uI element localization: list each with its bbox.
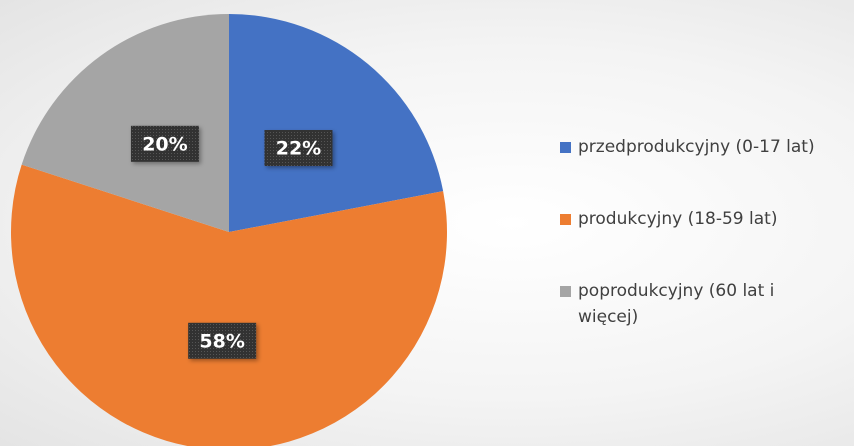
legend-label: produkcyjny (18-59 lat) — [578, 209, 778, 229]
data-labels: 22% 58% 20% — [130, 125, 333, 359]
legend-item: przedprodukcyjny (0-17 lat) — [560, 134, 840, 160]
legend-swatch — [560, 214, 571, 225]
data-label: 22% — [276, 138, 321, 160]
legend-item: produkcyjny (18-59 lat) — [560, 206, 840, 232]
legend-swatch — [560, 142, 571, 153]
data-label: 20% — [142, 133, 187, 155]
data-label: 58% — [199, 330, 244, 352]
pie-slice — [21, 14, 230, 232]
data-label-box — [264, 130, 333, 167]
data-label-box — [130, 125, 199, 162]
legend: przedprodukcyjny (0-17 lat) produkcyjny (… — [560, 134, 840, 376]
legend-swatch — [560, 286, 571, 297]
pie-slice — [229, 14, 444, 232]
pie — [11, 14, 447, 446]
legend-label: poprodukcyjny (60 lat i więcej) — [578, 281, 775, 327]
data-label-box — [188, 322, 257, 359]
legend-item: poprodukcyjny (60 lat i więcej) — [560, 278, 840, 330]
pie-slice — [11, 164, 447, 446]
legend-label: przedprodukcyjny (0-17 lat) — [578, 137, 815, 157]
